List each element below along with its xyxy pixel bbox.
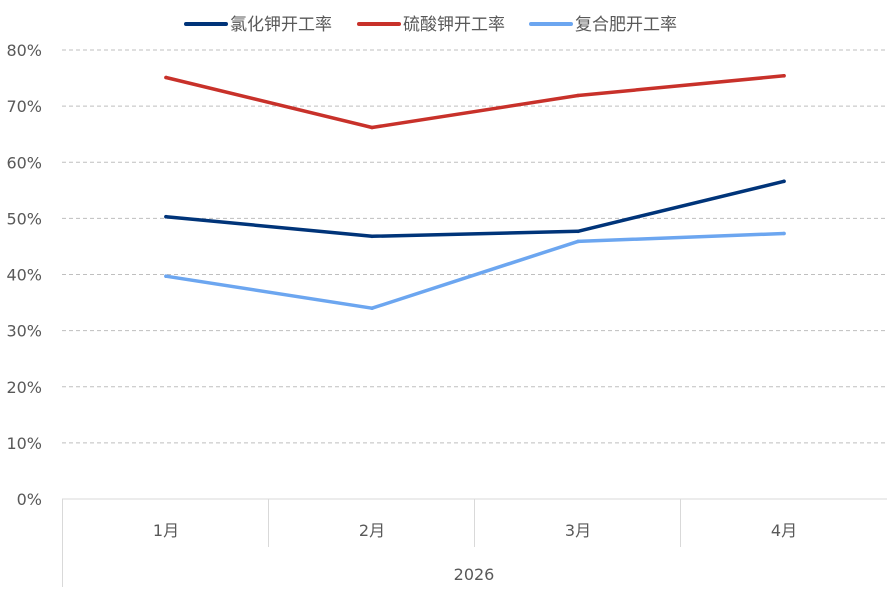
y-tick-label: 80%: [6, 41, 42, 60]
y-tick-label: 30%: [6, 322, 42, 341]
y-axis-tick-labels: 0% 10% 20% 30% 40% 50% 60% 70% 80%: [6, 41, 42, 509]
y-tick-label: 50%: [6, 209, 42, 228]
y-tick-label: 0%: [17, 490, 42, 509]
data-point: [164, 214, 168, 219]
data-point: [576, 93, 580, 98]
legend-label: 氯化钾开工率: [230, 15, 332, 35]
data-point: [164, 75, 168, 80]
series-line-2: [164, 74, 786, 130]
legend: 氯化钾开工率 硫酸钾开工率 复合肥开工率: [184, 15, 677, 35]
data-point: [576, 229, 580, 234]
y-tick-label: 70%: [6, 97, 42, 116]
x-tick-label: 1月: [153, 521, 179, 540]
legend-label: 硫酸钾开工率: [403, 15, 505, 35]
x-tick-label: 4月: [771, 521, 797, 540]
series-line-1: [164, 179, 786, 239]
series-line-3: [164, 231, 786, 310]
y-tick-label: 20%: [6, 378, 42, 397]
data-point: [370, 125, 374, 130]
x-tick-label: 3月: [565, 521, 591, 540]
y-tick-label: 40%: [6, 266, 42, 285]
y-tick-label: 60%: [6, 153, 42, 172]
x-tick-label: 2月: [359, 521, 385, 540]
x-group-label: 2026: [454, 565, 495, 584]
data-point: [164, 274, 168, 279]
data-point: [370, 234, 374, 239]
legend-label: 复合肥开工率: [575, 15, 677, 35]
x-axis: 1月 2月 3月 4月 2026: [62, 499, 797, 587]
series-lines: [164, 74, 786, 311]
data-point: [782, 179, 786, 184]
data-point: [782, 231, 786, 236]
data-point: [576, 239, 580, 244]
y-tick-label: 10%: [6, 434, 42, 453]
data-point: [370, 306, 374, 311]
data-point: [782, 74, 786, 78]
